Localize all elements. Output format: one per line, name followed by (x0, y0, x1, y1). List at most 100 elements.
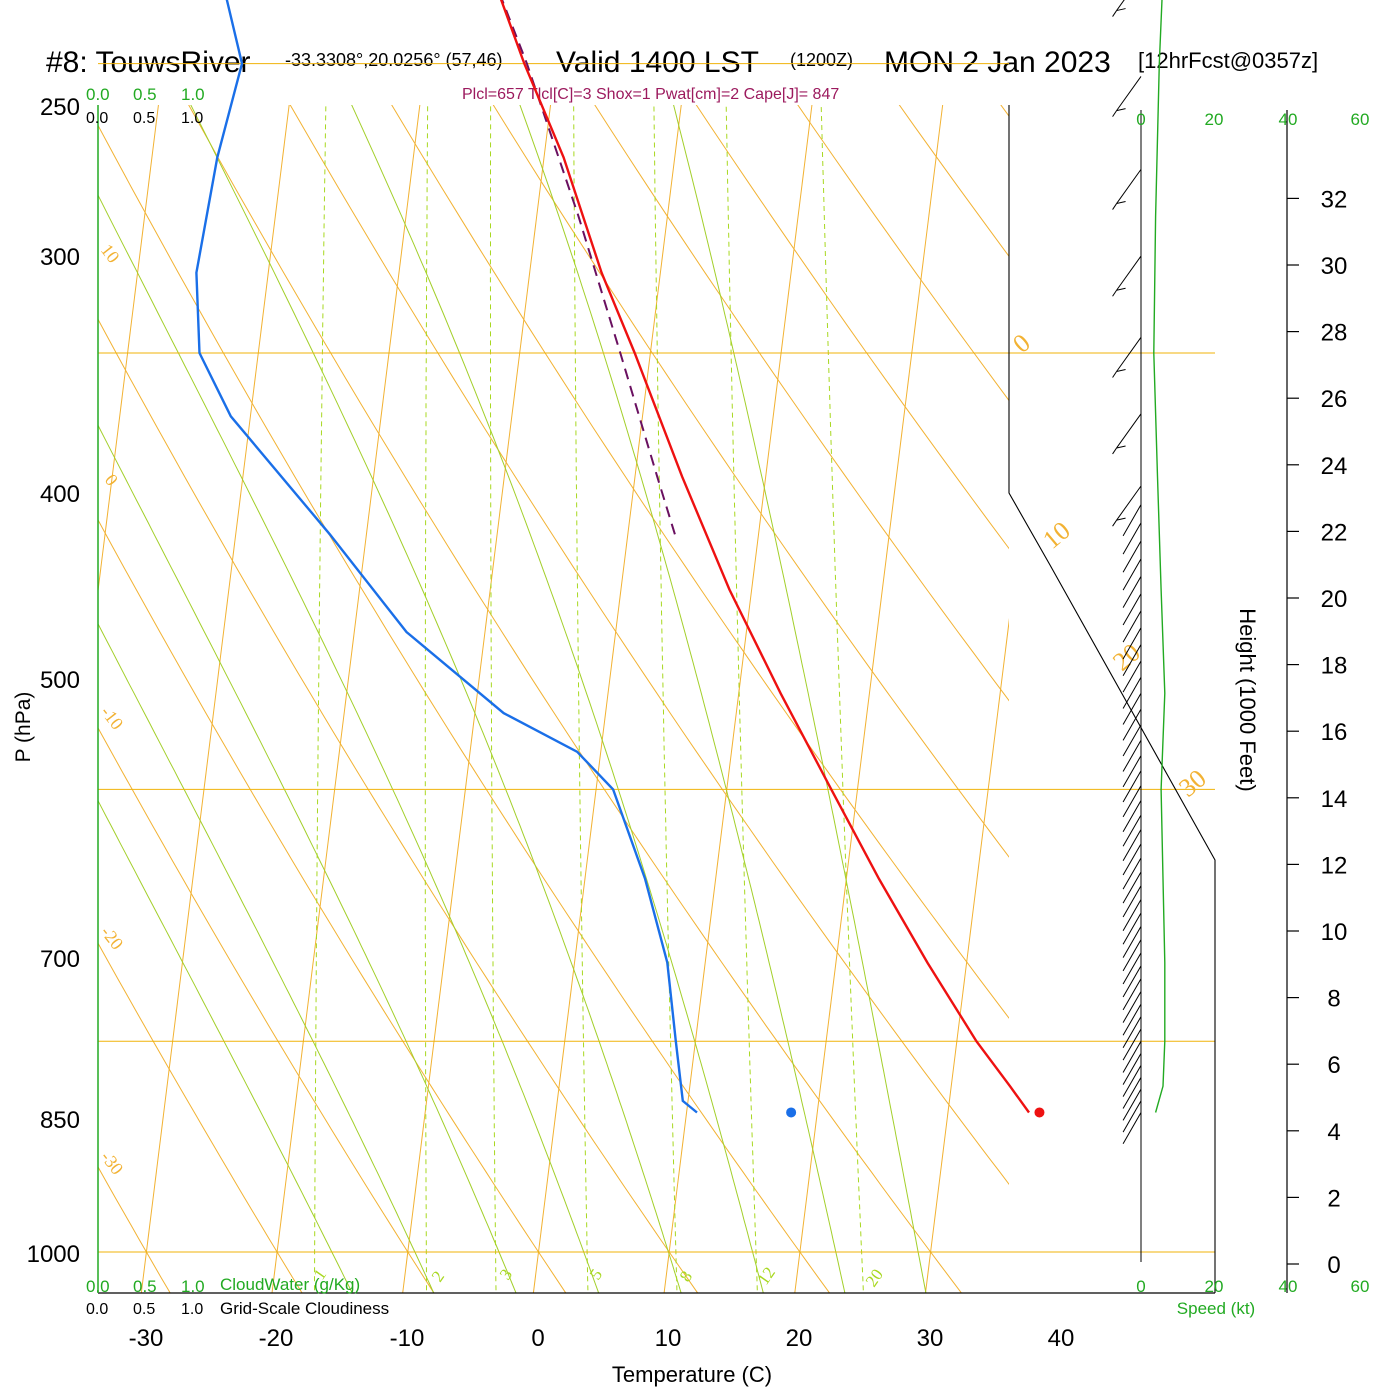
isotherm-line (924, 617, 1009, 1293)
wind-barb (1122, 952, 1142, 985)
height-tick-label: 12 (1321, 852, 1348, 879)
cloud-tick-label: 1.0 (181, 85, 205, 104)
pressure-tick-label: 700 (40, 946, 80, 973)
isotherm-line (532, 105, 682, 1293)
height-tick-label: 6 (1327, 1052, 1340, 1079)
wind-barb (1122, 540, 1142, 573)
height-tick-label: 2 (1327, 1185, 1340, 1212)
mixing-ratio-line (489, 105, 497, 1291)
sounding-indices: Plcl=657 Tlcl[C]=3 Shox=1 Pwat[cm]=2 Cap… (462, 86, 839, 103)
wind-barb (1116, 337, 1142, 372)
wind-barb (1122, 1065, 1142, 1097)
wind-barb (1122, 939, 1142, 972)
cloud-tick-label: 0.5 (133, 1277, 157, 1296)
pressure-tick-label: 500 (40, 667, 80, 694)
temperature-tick-label: -30 (129, 1325, 164, 1352)
zulu-time: (1200Z) (790, 50, 853, 70)
wind-barb (1122, 558, 1142, 591)
wind-barb-flag (1112, 447, 1117, 455)
cloudiness-tick-label: 0.0 (86, 1301, 108, 1318)
dry-adiabat (98, 318, 699, 1293)
temperature-tick-label: 40 (1048, 1325, 1075, 1352)
cloud-tick-label: 0.5 (133, 85, 157, 104)
isotherm-label: 10 (1037, 516, 1076, 555)
wind-barbs (1112, 0, 1142, 1144)
height-tick-label: 4 (1327, 1119, 1340, 1146)
wind-barb (1122, 755, 1142, 788)
speed-tick-label: 60 (1351, 110, 1370, 129)
mixing-ratio-label: 12 (754, 1263, 779, 1288)
mixing-ratio-line (314, 105, 327, 1291)
wind-barb-flag (1112, 519, 1117, 527)
pressure-ticks: 250 300 400 500 700 850 1000 (27, 94, 80, 1268)
wind-barb (1116, 0, 1125, 11)
dry-adiabat (492, 105, 1009, 858)
isotherm-label: -10 (97, 702, 128, 733)
wind-barb (1122, 871, 1142, 904)
wind-barb (1122, 724, 1142, 757)
mixing-ratio-line (653, 105, 678, 1291)
series-line-dewpoint (195, 0, 698, 1114)
wind-barb (1122, 644, 1142, 676)
height-tick-label: 28 (1321, 320, 1348, 347)
height-tick-label: 8 (1327, 986, 1340, 1013)
wind-barb (1116, 169, 1142, 204)
moist-adiabat-lines (98, 105, 927, 1293)
mixing-ratio-labels: 1 2 3 5 8 12 20 (310, 1263, 887, 1290)
wind-barb-flag (1112, 203, 1117, 210)
wind-barb (1122, 660, 1142, 693)
wind-barb (1122, 857, 1142, 890)
wind-barb-flag (1116, 287, 1126, 291)
wind-barb (1116, 485, 1142, 521)
moist-adiabat (98, 622, 435, 1293)
cloudiness-label: Grid-Scale Cloudiness (220, 1299, 389, 1318)
isotherm-line (271, 105, 421, 1293)
speed-tick-label: 40 (1279, 1277, 1298, 1296)
dry-adiabat (98, 518, 567, 1293)
surface-temperature-dot (1034, 1107, 1045, 1118)
height-tick-label: 18 (1321, 653, 1348, 680)
isotherm-label: 10 (97, 240, 124, 266)
wind-barb (1122, 708, 1142, 741)
temperature-tick-label: -10 (390, 1325, 425, 1352)
pressure-tick-label: 300 (40, 244, 80, 271)
isotherm-line (663, 105, 813, 1293)
temperature-tick-label: 10 (655, 1325, 682, 1352)
isotherm-line (1177, 0, 1400, 1376)
wind-barb (1122, 814, 1142, 847)
valid-time: Valid 1400 LST (556, 46, 759, 79)
dry-adiabat (98, 942, 303, 1293)
speed-tick-label: 0 (1136, 110, 1145, 129)
wind-barb (1116, 413, 1142, 449)
pressure-tick-label: 850 (40, 1107, 80, 1134)
dry-adiabat (594, 105, 1009, 702)
dry-adiabat (791, 0, 1400, 1376)
mixing-ratio-line (725, 105, 758, 1291)
height-tick-label: 22 (1321, 519, 1348, 546)
wind-barb-flag (1112, 371, 1117, 378)
moist-adiabat (98, 424, 517, 1293)
speed-axis-label: Speed (kt) (1177, 1299, 1255, 1318)
isotherm-label: 0 (101, 470, 122, 489)
wind-barb-flag (1112, 10, 1117, 17)
dry-adiabat (98, 124, 831, 1293)
height-tick-label: 24 (1321, 453, 1348, 480)
temperature-tick-label: 30 (917, 1325, 944, 1352)
cloudiness-tick-label: 1.0 (181, 1301, 203, 1318)
series-line-temperature (499, 0, 1030, 1114)
wind-barb (1116, 255, 1142, 291)
speed-tick-label: 60 (1351, 1277, 1370, 1296)
wind-barb-flag (1112, 110, 1117, 117)
wind-barb-flag (1116, 8, 1126, 12)
temperature-tick-label: 20 (786, 1325, 813, 1352)
valid-date: MON 2 Jan 2023 (884, 46, 1111, 79)
temperature-axis-label: Temperature (C) (612, 1362, 772, 1387)
wind-barb (1122, 576, 1142, 608)
wind-barb (1122, 693, 1142, 725)
height-tick-label: 14 (1321, 786, 1348, 813)
wind-barb-flag (1116, 108, 1126, 112)
wind-speed-line (1153, 0, 1166, 1113)
moist-adiabat (98, 194, 600, 1293)
wind-barb (1122, 885, 1142, 918)
